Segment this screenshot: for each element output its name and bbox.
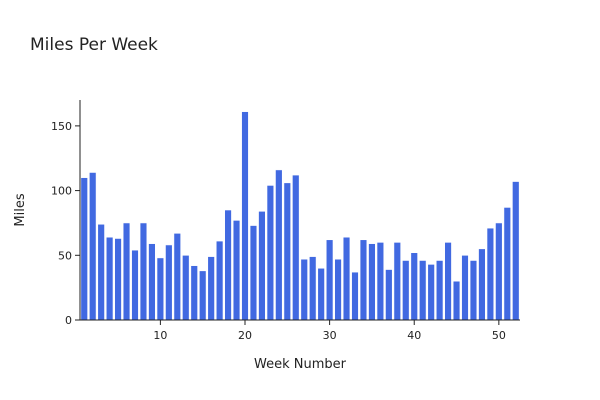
bar-week-5	[114, 238, 122, 321]
bar-week-8	[139, 222, 148, 321]
bar-week-13	[182, 254, 190, 321]
bar-week-18	[224, 209, 232, 321]
bar-week-16	[207, 256, 215, 321]
bar-week-28	[309, 256, 317, 321]
bar-week-38	[393, 242, 401, 321]
x-axis-ticks: 10 20 30 40 50	[153, 320, 506, 342]
bar-week-11	[165, 244, 173, 321]
bar-week-34	[359, 239, 368, 321]
x-axis-label: Week Number	[254, 357, 347, 372]
bars-group	[80, 111, 520, 321]
bar-week-27	[300, 258, 308, 321]
bar-week-44	[444, 242, 452, 321]
bar-week-32	[342, 236, 351, 321]
bar-week-51	[503, 207, 511, 321]
bar-week-37	[385, 269, 393, 321]
bar-week-41	[419, 260, 427, 321]
bar-week-21	[249, 225, 258, 321]
bar-week-23	[266, 185, 275, 321]
x-tick-label: 20	[238, 329, 252, 342]
bar-week-25	[283, 182, 291, 321]
bar-week-26	[292, 174, 300, 321]
bar-week-40	[410, 252, 418, 321]
bar-week-39	[402, 260, 410, 321]
bar-week-29	[317, 267, 325, 321]
bar-week-49	[486, 227, 495, 321]
bar-week-30	[325, 239, 334, 321]
bar-week-10	[156, 257, 165, 321]
bar-week-9	[148, 243, 156, 321]
bar-week-20	[241, 111, 249, 321]
x-tick-label: 10	[153, 329, 167, 342]
x-tick-label: 50	[492, 329, 506, 342]
y-tick-label: 150	[51, 120, 72, 133]
bar-week-43	[435, 260, 444, 321]
bar-week-52	[512, 181, 520, 321]
x-tick-label: 40	[407, 329, 421, 342]
y-axis-label: Miles	[13, 193, 28, 226]
bar-week-19	[232, 220, 241, 321]
bar-week-36	[376, 242, 385, 321]
bar-week-14	[190, 265, 198, 321]
bar-week-48	[478, 248, 486, 321]
chart-title: Miles Per Week	[30, 35, 158, 55]
bar-week-7	[131, 249, 139, 321]
bar-week-33	[351, 271, 359, 321]
bar-week-12	[173, 232, 181, 321]
bar-week-1	[80, 177, 88, 321]
bar-week-17	[215, 240, 224, 321]
bar-week-35	[368, 243, 376, 321]
bar-week-24	[275, 169, 283, 321]
bar-week-22	[258, 210, 266, 321]
bar-week-42	[427, 264, 435, 321]
bar-week-50	[495, 222, 503, 321]
x-tick-label: 30	[323, 329, 337, 342]
bar-week-4	[105, 236, 114, 321]
bar-week-3	[97, 223, 105, 321]
bar-week-31	[334, 258, 342, 321]
y-tick-label: 100	[51, 185, 72, 198]
y-axis-ticks: 0 50 100 150	[51, 120, 80, 327]
bar-week-47	[469, 260, 478, 321]
bar-week-6	[122, 222, 131, 321]
bar-week-46	[461, 254, 469, 321]
bar-week-15	[199, 270, 207, 321]
y-tick-label: 0	[65, 314, 72, 327]
bar-week-2	[89, 172, 97, 321]
bar-week-45	[452, 280, 461, 321]
y-tick-label: 50	[58, 249, 72, 262]
